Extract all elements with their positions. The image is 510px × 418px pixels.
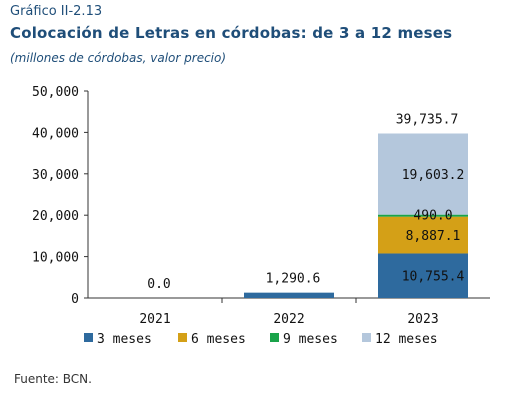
bar-segment bbox=[378, 253, 468, 298]
y-tick-label: 50,000 bbox=[32, 85, 79, 100]
legend-label: 12 meses bbox=[375, 332, 438, 347]
total-data-label: 1,290.6 bbox=[266, 272, 321, 287]
y-tick-label: 40,000 bbox=[32, 126, 79, 141]
chart-bars bbox=[244, 133, 468, 298]
y-tick-label: 10,000 bbox=[32, 251, 79, 266]
y-tick-label: 20,000 bbox=[32, 209, 79, 224]
x-tick-label: 2022 bbox=[273, 312, 304, 327]
y-tick-label: 0 bbox=[71, 292, 79, 307]
legend-swatch bbox=[84, 333, 93, 342]
chart-label: Gráfico II-2.13 bbox=[10, 4, 103, 19]
x-tick-label: 2023 bbox=[407, 312, 438, 327]
x-tick-label: 2021 bbox=[139, 312, 170, 327]
chart-subtitle: (millones de córdobas, valor precio) bbox=[10, 51, 227, 65]
chart-title: Colocación de Letras en córdobas: de 3 a… bbox=[10, 24, 453, 42]
legend-swatch bbox=[362, 333, 371, 342]
total-data-label: 39,735.7 bbox=[396, 112, 459, 127]
legend-label: 9 meses bbox=[283, 332, 338, 347]
legend-swatch bbox=[270, 333, 279, 342]
segment-data-label: 490.0 bbox=[413, 209, 452, 224]
segment-data-label: 19,603.2 bbox=[402, 168, 465, 183]
segment-data-label: 8,887.1 bbox=[406, 229, 461, 244]
bar-segment bbox=[244, 292, 334, 298]
segment-data-label: 10,755.4 bbox=[402, 270, 465, 285]
legend-swatch bbox=[178, 333, 187, 342]
source-note: Fuente: BCN. bbox=[14, 372, 92, 386]
legend-label: 3 meses bbox=[97, 332, 152, 347]
bar-segment bbox=[378, 133, 468, 215]
y-tick-label: 30,000 bbox=[32, 168, 79, 183]
chart-axes: 0 10,000 20,000 30,000 40,000 50,000 2021 2022 2… bbox=[32, 85, 490, 327]
bar-segment bbox=[378, 216, 468, 254]
bar-segment bbox=[378, 214, 468, 217]
chart-legend: 3 meses 6 meses 9 meses 12 meses bbox=[84, 332, 438, 347]
total-data-label: 0.0 bbox=[147, 277, 170, 292]
chart-data-labels: 0.0 1,290.6 10,755.4 8,887.1 490.0 19,603.2 39… bbox=[147, 112, 464, 292]
legend-label: 6 meses bbox=[191, 332, 246, 347]
